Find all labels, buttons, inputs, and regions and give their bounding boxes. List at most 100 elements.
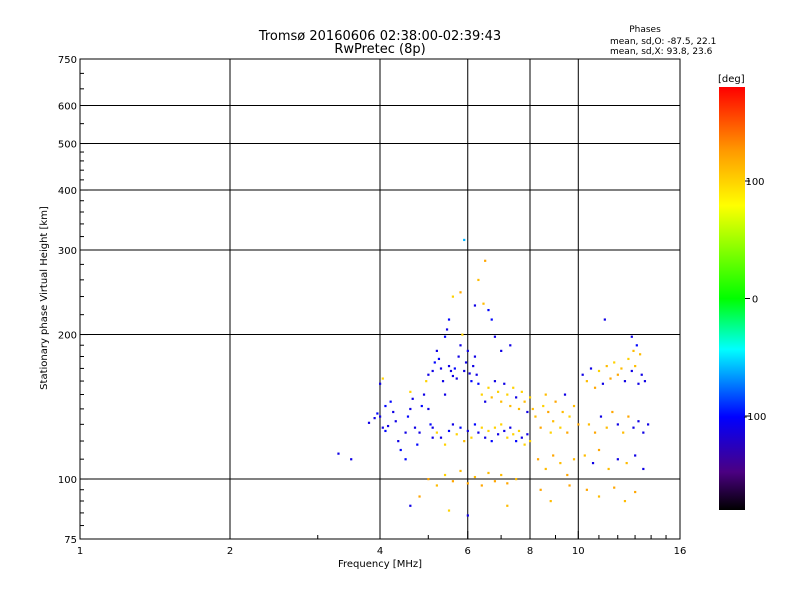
data-point [389, 400, 392, 403]
data-point [484, 400, 487, 403]
data-point [552, 454, 555, 457]
data-point [509, 404, 512, 408]
data-point [487, 471, 490, 475]
data-point [427, 407, 430, 411]
data-point [622, 431, 625, 434]
data-point [568, 484, 571, 487]
data-point [506, 482, 509, 485]
data-point [484, 259, 487, 262]
data-point [630, 335, 633, 338]
data-point [539, 488, 542, 491]
data-point [459, 344, 462, 347]
data-point [480, 426, 483, 429]
data-point [520, 390, 523, 393]
x-tick-label: 6 [465, 546, 471, 557]
y-tick-label: 500 [58, 140, 77, 151]
colorbar-tick-label: 0 [752, 295, 758, 306]
data-point [549, 431, 552, 434]
data-point [447, 318, 451, 321]
data-point [441, 380, 445, 383]
data-point [597, 495, 601, 498]
data-point [411, 397, 414, 400]
data-point [480, 393, 483, 396]
data-point [634, 490, 637, 494]
data-point [515, 478, 518, 481]
data-point [607, 467, 610, 471]
data-point [425, 380, 428, 383]
y-tick-label: 300 [58, 246, 77, 257]
data-point [431, 426, 434, 429]
data-point [493, 480, 497, 483]
data-point [613, 486, 616, 489]
colorbar-ticks: 100 0 -100 [744, 177, 767, 423]
data-point [515, 396, 518, 399]
data-point [447, 429, 451, 433]
data-point [437, 357, 441, 361]
data-point [367, 421, 371, 424]
data-point [496, 433, 500, 436]
data-point [482, 302, 485, 305]
data-point [531, 407, 534, 411]
data-point [500, 400, 503, 403]
data-point [384, 429, 387, 433]
data-point [503, 382, 506, 385]
data-point [605, 364, 608, 368]
data-point [433, 361, 436, 364]
data-point [637, 420, 640, 423]
data-point [547, 410, 550, 414]
data-point [490, 396, 493, 399]
data-point [451, 295, 455, 298]
data-point [634, 454, 637, 457]
data-point [493, 380, 497, 383]
y-tick-label: 75 [64, 535, 77, 546]
data-point [620, 367, 623, 370]
data-point [534, 415, 537, 418]
data-point [463, 238, 466, 242]
data-point [593, 386, 597, 389]
data-point [616, 423, 619, 426]
data-point [435, 484, 438, 487]
data-point [500, 349, 503, 352]
data-point [397, 440, 400, 443]
data-point [512, 386, 515, 389]
data-point [627, 415, 630, 418]
data-point [515, 440, 518, 443]
data-point [399, 448, 402, 452]
data-point [409, 504, 412, 507]
data-point [472, 364, 475, 368]
data-point [544, 393, 547, 396]
chart-subtitle: RwPretec (8p) [334, 42, 425, 57]
data-point [563, 393, 567, 396]
data-point [386, 424, 390, 428]
x-tick-label: 2 [227, 546, 233, 557]
data-point [463, 440, 466, 443]
y-tick-label: 200 [58, 331, 77, 342]
data-point [473, 304, 477, 307]
y-tick-label: 600 [58, 102, 77, 113]
data-point [337, 452, 340, 455]
data-point [451, 374, 455, 378]
data-point [480, 484, 483, 487]
data-point [379, 415, 382, 418]
data-points [337, 238, 650, 517]
data-point [435, 431, 438, 434]
data-point [420, 404, 423, 408]
data-point [616, 458, 619, 461]
data-point [568, 415, 571, 418]
data-point [443, 473, 447, 477]
data-point [376, 412, 379, 415]
x-tick-label: 4 [377, 546, 383, 557]
data-point [464, 361, 468, 364]
data-point [487, 386, 490, 389]
colorbar-tick-label: -100 [744, 412, 767, 423]
data-point [632, 349, 635, 352]
phases-heading: Phases [629, 25, 661, 35]
data-point [635, 344, 638, 347]
data-point [493, 335, 497, 338]
data-point [451, 423, 455, 426]
data-point [453, 367, 456, 370]
data-point [384, 404, 387, 408]
data-point [459, 426, 462, 429]
x-tick-label: 1 [77, 546, 83, 557]
